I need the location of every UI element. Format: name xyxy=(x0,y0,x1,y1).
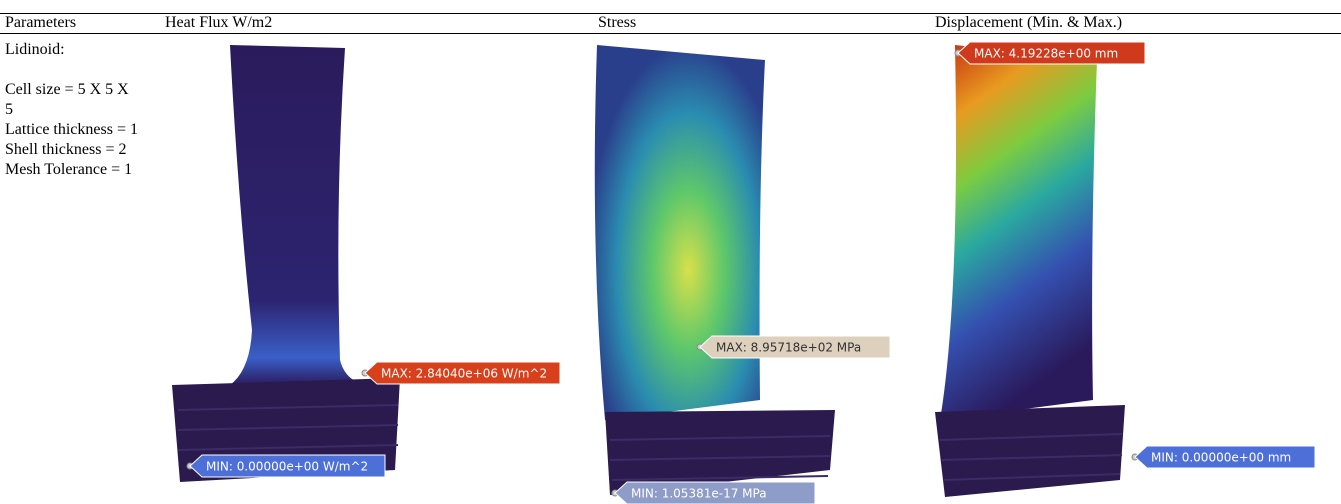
callout-label: MAX: 2.84040e+06 W/m^2 xyxy=(381,367,547,381)
callout: MIN: 0.00000e+00 W/m^2 xyxy=(187,455,385,477)
callout: MIN: 0.00000e+00 mm xyxy=(1132,446,1315,468)
callout: MAX: 2.84040e+06 W/m^2 xyxy=(362,362,560,384)
displacement-image xyxy=(935,45,1125,497)
callout-label: MIN: 0.00000e+00 mm xyxy=(1151,451,1291,465)
images: MAX: 2.84040e+06 W/m^2 MIN: 0.00000e+00 W… xyxy=(0,0,1341,504)
callout-label: MIN: 1.05381e-17 MPa xyxy=(631,487,767,501)
callout-label: MAX: 8.95718e+02 MPa xyxy=(716,341,861,355)
callout: MAX: 8.95718e+02 MPa xyxy=(697,336,890,358)
page: Parameters Heat Flux W/m2 Stress Displac… xyxy=(0,0,1341,504)
callout-label: MAX: 4.19228e+00 mm xyxy=(974,47,1118,61)
callout: MAX: 4.19228e+00 mm xyxy=(955,42,1145,64)
callout-label: MIN: 0.00000e+00 W/m^2 xyxy=(206,460,368,474)
stress-image xyxy=(595,45,835,495)
heat-flux-image xyxy=(172,45,400,482)
callout: MIN: 1.05381e-17 MPa xyxy=(612,482,815,504)
